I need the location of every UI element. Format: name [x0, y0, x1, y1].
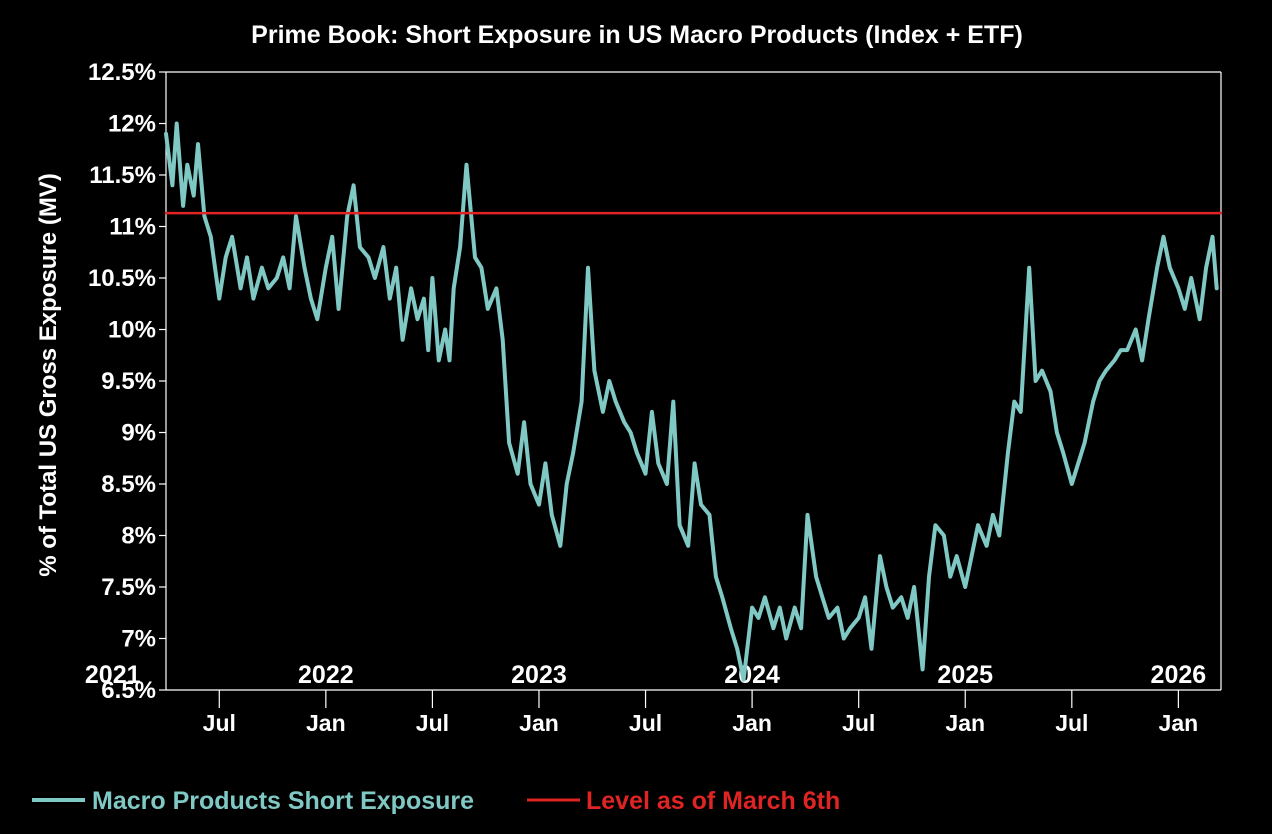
y-tick-label: 12%	[108, 111, 156, 138]
x-year-label: 2026	[1151, 661, 1207, 689]
y-tick-label: 7%	[121, 626, 156, 653]
y-tick-label: 8.5%	[101, 471, 156, 498]
legend: Macro Products Short Exposure Level as o…	[32, 787, 840, 815]
y-tick-label: 9.5%	[101, 368, 156, 395]
x-month-label: Jul	[629, 710, 662, 736]
chart-title: Prime Book: Short Exposure in US Macro P…	[251, 21, 1023, 49]
y-tick-label: 8%	[121, 523, 156, 550]
y-tick-label: 6.5%	[101, 677, 156, 704]
y-tick-label: 12.5%	[88, 59, 156, 86]
y-tick-label: 10.5%	[88, 265, 156, 292]
series-line-macro-products	[164, 121, 1219, 682]
legend-label-macro-products: Macro Products Short Exposure	[92, 787, 474, 815]
y-tick-label: 9%	[121, 420, 156, 447]
y-tick-label: 7.5%	[101, 574, 156, 601]
y-tick-label: 11%	[109, 214, 156, 241]
x-month-label: Jul	[416, 710, 449, 736]
legend-label-level-march: Level as of March 6th	[586, 787, 840, 815]
y-axis: 12.5% 12% 11.5% 11% 10.5% 10% 9.5% 9% 8.5% 8% 7.5%…	[88, 59, 166, 704]
x-month-label: Jan	[1159, 710, 1199, 736]
x-year-label: 2021	[85, 661, 141, 689]
y-axis-label: % of Total US Gross Exposure (MV)	[35, 173, 62, 577]
series-layer	[164, 121, 1223, 682]
x-month-label: Jan	[306, 710, 346, 736]
x-axis: 2021 2022 2023 2024 2025 2026 Jul Jan Jul Jan Jul J…	[85, 661, 1206, 736]
x-month-label: Jan	[945, 710, 985, 736]
x-year-label: 2023	[511, 661, 567, 689]
y-tick-label: 10%	[108, 317, 156, 344]
x-month-label: Jul	[1055, 710, 1088, 736]
x-year-label: 2022	[298, 661, 354, 689]
x-year-label: 2024	[724, 661, 780, 689]
x-month-label: Jul	[203, 710, 236, 736]
x-month-label: Jan	[732, 710, 772, 736]
x-month-label: Jan	[519, 710, 559, 736]
x-month-label: Jul	[842, 710, 875, 736]
x-year-label: 2025	[937, 661, 993, 689]
y-tick-label: 11.5%	[89, 162, 156, 189]
plot-frame	[165, 71, 1222, 691]
